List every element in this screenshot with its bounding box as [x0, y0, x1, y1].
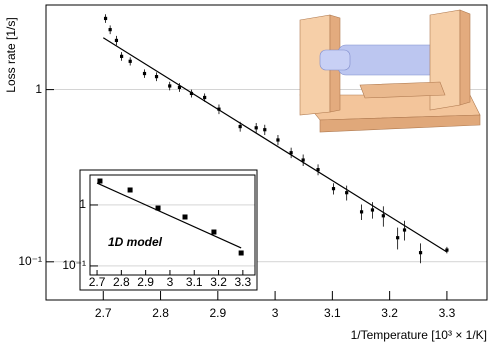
x-tick-label: 3	[272, 306, 279, 320]
x-tick-label: 2.7	[95, 306, 112, 320]
apparatus-illustration	[299, 9, 481, 133]
data-point	[345, 191, 349, 195]
data-point	[182, 214, 188, 220]
data-point	[177, 85, 182, 89]
data-point	[396, 236, 400, 240]
x-tick-label: 2.9	[209, 306, 226, 320]
data-point	[370, 208, 375, 212]
y-tick-label: 1	[35, 82, 42, 96]
data-point	[238, 250, 244, 256]
main-chart: 110⁻¹2.7 2.8 2.9 3 3.1 3.2 3.31/Temperature [1…	[4, 4, 488, 342]
data-point	[155, 205, 161, 211]
y-axis-label: Loss rate [1/s]	[4, 17, 18, 92]
data-point	[203, 95, 207, 100]
data-point	[381, 214, 385, 218]
y-tick-label: 1	[79, 197, 86, 211]
fit-line	[102, 37, 448, 253]
x-tick-label: 3.2	[210, 275, 227, 289]
data-point	[359, 210, 364, 214]
y-tick-label: 10⁻¹	[62, 258, 86, 272]
data-point	[142, 71, 147, 76]
data-point	[418, 251, 423, 255]
data-point	[120, 54, 124, 58]
data-point	[402, 228, 407, 232]
x-tick-label: 2.8	[113, 275, 130, 289]
data-point	[445, 248, 449, 252]
x-tick-label: 3.2	[381, 306, 398, 320]
data-point	[97, 178, 103, 184]
plot-frame	[45, 4, 488, 301]
data-point	[276, 138, 280, 142]
y-tick-label: 10⁻¹	[18, 254, 42, 268]
data-point	[331, 187, 336, 191]
data-point	[154, 74, 159, 79]
data-point	[238, 124, 242, 129]
inset-frame	[79, 169, 258, 291]
data-point	[108, 28, 112, 32]
data-point	[127, 187, 133, 193]
data-point	[316, 168, 320, 172]
data-point	[254, 126, 258, 130]
data-point	[301, 158, 305, 162]
fit-line	[96, 182, 242, 249]
data-point	[114, 38, 119, 43]
x-axis-label: 1/Temperature [10³ × 1/K]	[351, 328, 487, 342]
inset-chart: 1 10⁻¹2.7 2.8 2.9 3 3.1 3.2 3.3 1D model	[62, 169, 258, 291]
x-tick-label: 2.9	[137, 275, 154, 289]
x-tick-label: 3.3	[235, 275, 252, 289]
annotation: 1D model	[108, 235, 163, 249]
data-point	[128, 59, 132, 63]
x-tick-label: 3	[167, 275, 174, 289]
data-point	[217, 107, 221, 111]
x-tick-label: 3.3	[439, 306, 456, 320]
data-point	[103, 16, 108, 21]
x-tick-label: 3.1	[186, 275, 203, 289]
x-tick-label: 3.1	[324, 306, 341, 320]
data-point	[289, 151, 293, 155]
x-tick-label: 2.8	[152, 306, 169, 320]
data-point	[263, 128, 267, 132]
plot-frame	[89, 174, 256, 276]
x-tick-label: 2.7	[89, 275, 106, 289]
data-point	[168, 84, 172, 88]
data-point	[211, 229, 217, 235]
